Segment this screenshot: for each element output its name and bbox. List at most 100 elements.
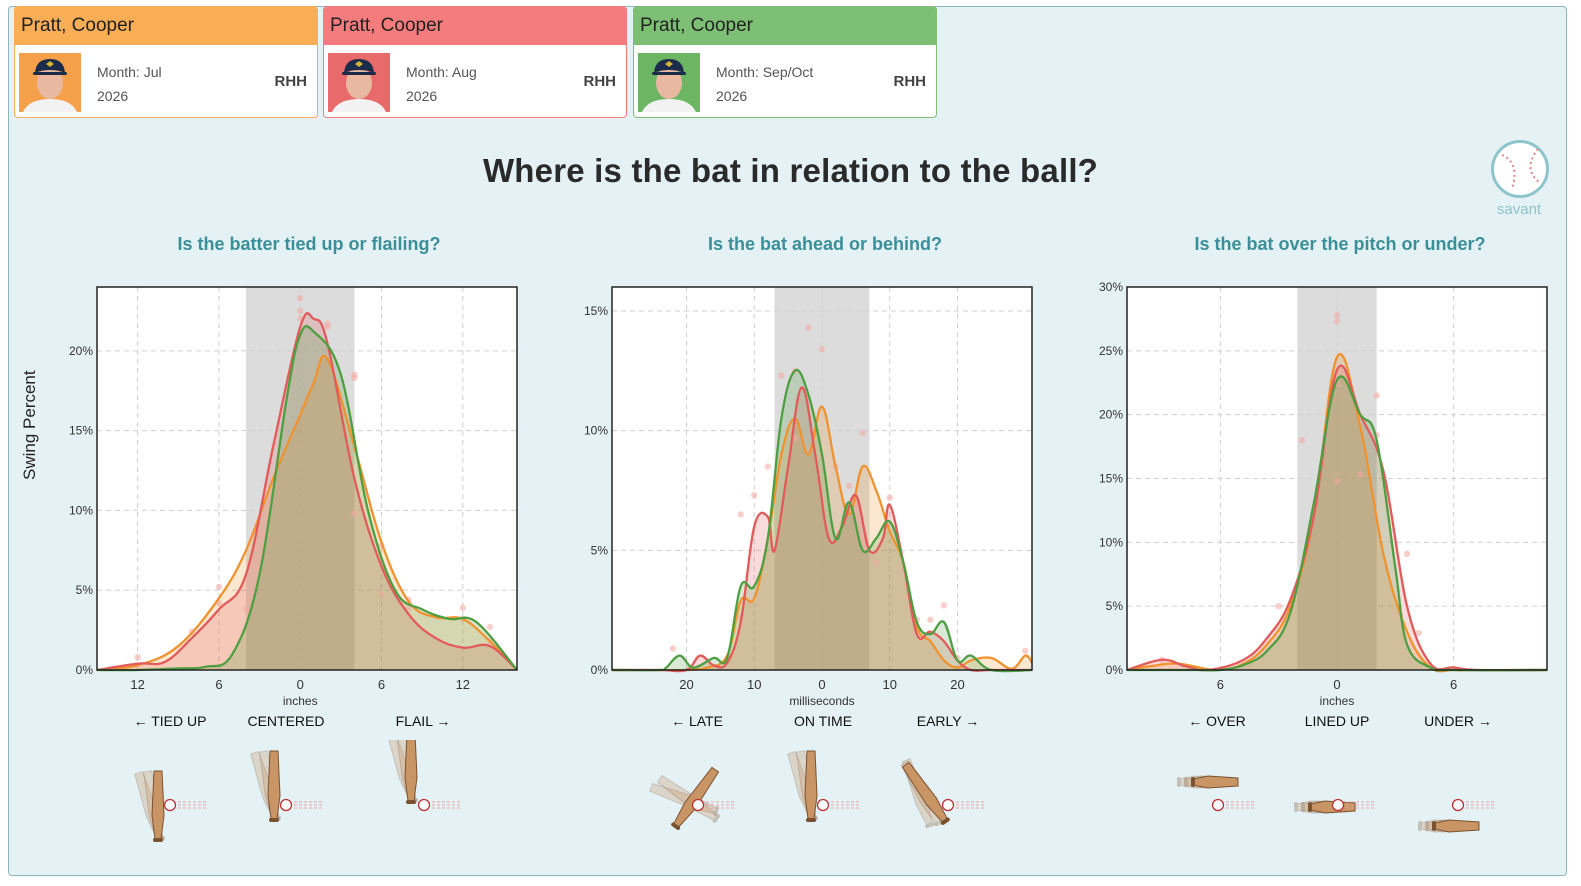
data-point — [324, 323, 331, 331]
x-tick-label: 10 — [747, 677, 761, 692]
data-point — [859, 429, 866, 437]
series-area-jul — [612, 406, 1032, 671]
batter-hand: RHH — [893, 73, 927, 90]
x-axis-title: inches — [1320, 694, 1355, 708]
player-headshot — [638, 53, 700, 112]
series-area-sep_oct — [97, 326, 517, 671]
y-tick-label: 20% — [69, 344, 93, 358]
player-card[interactable]: Pratt, Cooper Month: Jul 2026 RHH — [14, 6, 318, 118]
data-point — [764, 463, 772, 470]
savant-logo[interactable]: savant — [1489, 138, 1549, 224]
x-tick-label: 12 — [456, 677, 470, 692]
page-title: Where is the bat in relation to the ball… — [482, 152, 1099, 189]
x-axis-title: inches — [283, 694, 318, 708]
player-name: Pratt, Cooper — [634, 7, 936, 45]
data-point — [940, 602, 948, 609]
player-name: Pratt, Cooper — [15, 7, 317, 45]
x-tick-label: 20 — [950, 677, 964, 692]
chart-title-over-under: Is the bat over the pitch or under? — [1194, 234, 1486, 254]
data-point — [778, 372, 785, 379]
data-point — [1333, 311, 1341, 319]
data-point — [1403, 550, 1411, 558]
x-tick-label: 0 — [297, 677, 304, 692]
baseball-icon — [1491, 140, 1549, 198]
y-axis-title: Swing Percent — [20, 370, 39, 480]
plot-border — [96, 286, 518, 671]
data-point — [1415, 629, 1422, 637]
player-card[interactable]: Pratt, Cooper Month: Aug 2026 RHH — [323, 6, 627, 118]
y-tick-label: 10% — [584, 424, 608, 438]
y-tick-label: 0% — [591, 663, 609, 677]
series-area-sep_oct — [612, 369, 1032, 672]
data-point — [872, 559, 880, 566]
bat-icon — [151, 770, 165, 842]
series-area-jul — [1127, 354, 1547, 672]
card-period: Month: Aug 2026 — [406, 64, 477, 104]
data-point — [737, 511, 744, 518]
baseball-icon — [816, 798, 859, 812]
y-tick-label: 5% — [1106, 599, 1124, 613]
plot-border — [1126, 286, 1548, 671]
baseball-icon — [163, 798, 206, 812]
direction-under: UNDER → — [1424, 713, 1492, 729]
chart-title-ahead-behind: Is the bat ahead or behind? — [707, 234, 943, 254]
y-tick-label: 20% — [1099, 408, 1123, 422]
data-point — [1357, 471, 1364, 478]
y-tick-label: 10% — [69, 503, 93, 517]
x-tick-label: 0 — [818, 677, 825, 692]
player-card[interactable]: Pratt, Cooper Month: Sep/Oct 2026 RHH — [633, 6, 937, 118]
direction-early: EARLY → — [916, 713, 980, 729]
y-tick-label: 15% — [69, 424, 93, 438]
data-point — [1333, 477, 1341, 485]
data-point — [1333, 318, 1341, 325]
direction-lined-up: LINED UP — [1304, 713, 1370, 729]
chart-over-under: 6 0 6 0% 5% 10% 15% 20% 25% 30% inches — [1099, 280, 1548, 708]
bat-icon — [804, 750, 818, 822]
bat-icon — [267, 750, 281, 822]
data-point — [215, 583, 223, 591]
y-tick-label: 0% — [76, 663, 94, 677]
data-point — [927, 616, 934, 623]
baseball-icon — [1331, 798, 1374, 812]
data-point — [297, 294, 304, 302]
baseball-icon — [417, 798, 460, 812]
series-area-jul — [97, 355, 517, 670]
data-point — [351, 510, 358, 517]
bat-icon — [671, 766, 720, 830]
data-point — [378, 590, 385, 597]
direction-over: ← OVER — [1188, 713, 1246, 729]
data-point — [134, 654, 141, 661]
series-area-aug — [612, 387, 1032, 672]
bat-illustrations — [134, 740, 1494, 843]
baseball-icon — [1451, 798, 1494, 812]
bat-icon — [1191, 775, 1239, 789]
series-area-sep_oct — [1127, 376, 1547, 671]
bat-icon — [1308, 800, 1356, 814]
player-headshot — [328, 53, 390, 112]
data-point — [818, 346, 826, 353]
data-point — [297, 307, 304, 315]
data-point — [669, 645, 677, 652]
data-point — [242, 606, 250, 613]
x-tick-label: 12 — [130, 677, 144, 692]
data-point — [1373, 392, 1380, 399]
chart-title-tied-up: Is the batter tied up or flailing? — [177, 234, 441, 254]
direction-late: ← LATE — [671, 713, 723, 729]
data-point — [805, 324, 812, 331]
data-point — [1298, 437, 1306, 444]
logo-text: savant — [1496, 201, 1542, 218]
y-tick-label: 5% — [76, 583, 94, 597]
y-tick-label: 30% — [1099, 280, 1123, 294]
series-line-sep_oct — [96, 324, 518, 672]
baseball-icon — [1211, 798, 1254, 812]
series-line-sep_oct — [611, 368, 1033, 673]
x-tick-label: 6 — [378, 677, 385, 692]
data-point — [459, 604, 467, 611]
x-axis-title: milliseconds — [789, 694, 854, 708]
series-area-aug — [1127, 365, 1547, 671]
x-tick-label: 10 — [883, 677, 897, 692]
card-period: Month: Jul 2026 — [97, 64, 162, 104]
x-tick-label: 20 — [679, 677, 693, 692]
player-name: Pratt, Cooper — [324, 7, 626, 45]
baseball-icon — [691, 798, 734, 812]
